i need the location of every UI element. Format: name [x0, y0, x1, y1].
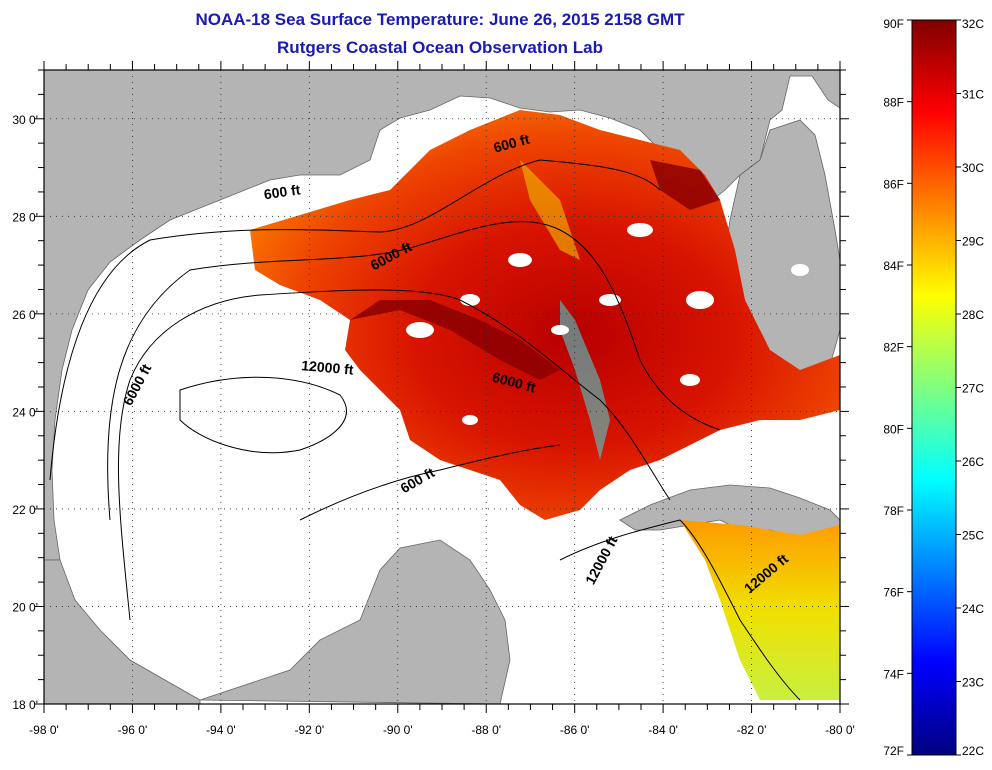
colorbar-c-label: 28C [962, 308, 984, 322]
map-title: NOAA-18 Sea Surface Temperature: June 26… [195, 10, 685, 29]
colorbar-c-label: 27C [962, 382, 984, 396]
lon-tick-label: -94 0' [206, 723, 236, 737]
colorbar-f-label: 74F [883, 667, 904, 681]
colorbar-c-label: 24C [962, 602, 984, 616]
colorbar-c-label: 22C [962, 744, 984, 758]
lon-tick-label: -88 0' [471, 723, 501, 737]
map-axes [35, 61, 849, 713]
lat-tick-label: 28 0' [12, 210, 38, 224]
colorbar-f-label: 82F [883, 341, 904, 355]
depth-contours [49, 159, 801, 701]
colorbar-f-label: 88F [883, 96, 904, 110]
lon-tick-label: -92 0' [295, 723, 325, 737]
latitude-labels: 18 0' 20 0' 22 0' 24 0' 26 0' 28 0' 30 0' [12, 113, 38, 712]
colorbar-c-label: 30C [962, 161, 984, 175]
longitude-labels: -98 0' -96 0' -94 0' -92 0' -90 0' -88 0' -86 … [29, 723, 855, 737]
lat-tick-label: 26 0' [12, 308, 38, 322]
colorbar-f-label: 78F [883, 504, 904, 518]
colorbar-celsius-labels: 32C 31C 30C 29C 28C 27C 26C 25C 24C 23C 22C [962, 17, 984, 758]
lon-tick-label: -96 0' [118, 723, 148, 737]
colorbar-f-label: 76F [883, 586, 904, 600]
colorbar-c-label: 23C [962, 676, 984, 690]
depth-contour-label: 600 ft [263, 181, 302, 202]
lat-tick-label: 20 0' [12, 600, 38, 614]
lon-tick-label: -86 0' [560, 723, 590, 737]
lat-lon-grid [44, 70, 840, 704]
lat-tick-label: 30 0' [12, 113, 38, 127]
colorbar-f-label: 86F [883, 177, 904, 191]
lon-tick-label: -90 0' [383, 723, 413, 737]
lat-tick-label: 22 0' [12, 503, 38, 517]
colorbar-f-label: 72F [883, 744, 904, 758]
lat-tick-label: 24 0' [12, 405, 38, 419]
lon-tick-label: -80 0' [825, 723, 855, 737]
colorbar-fahrenheit-labels: 90F 88F 86F 84F 82F 80F 78F 76F 74F 72F [883, 17, 904, 758]
colorbar-f-label: 80F [883, 422, 904, 436]
land-masses [44, 70, 840, 704]
colorbar [911, 19, 957, 756]
colorbar-c-label: 31C [962, 88, 984, 102]
depth-contour-label: 12000 ft [301, 357, 355, 378]
colorbar-c-label: 25C [962, 529, 984, 543]
colorbar-f-label: 84F [883, 259, 904, 273]
lon-tick-label: -82 0' [737, 723, 767, 737]
colorbar-c-label: 26C [962, 455, 984, 469]
colorbar-c-label: 32C [962, 17, 984, 31]
lon-tick-label: -98 0' [29, 723, 59, 737]
lat-tick-label: 18 0' [12, 698, 38, 712]
colorbar-ticks [907, 19, 961, 756]
colorbar-f-label: 90F [883, 17, 904, 31]
map-subtitle: Rutgers Coastal Ocean Observation Lab [277, 38, 603, 57]
colorbar-c-label: 29C [962, 235, 984, 249]
lon-tick-label: -84 0' [648, 723, 678, 737]
